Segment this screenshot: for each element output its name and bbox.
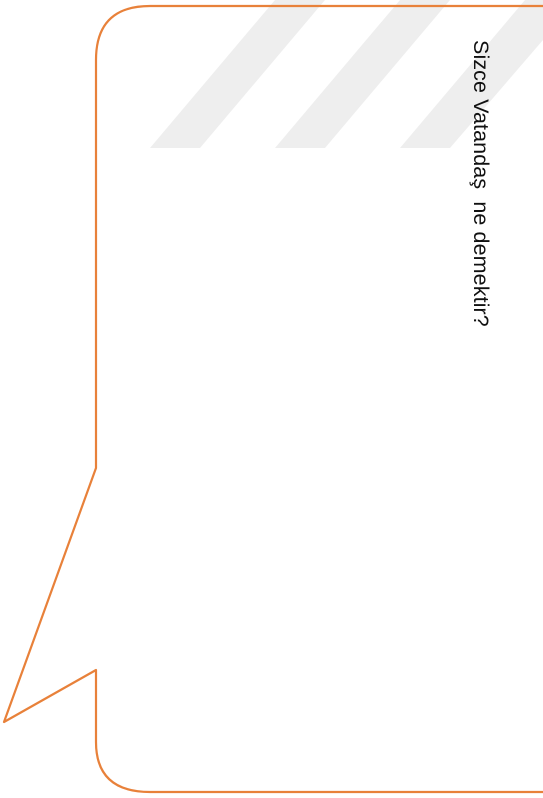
speech-bubble-outline (2, 4, 543, 794)
watermark-stripes (150, 0, 543, 148)
watermark-stripe (275, 0, 450, 148)
watermark-stripe (150, 0, 325, 148)
question-text: Sizce Vatandaş ne demektir? (469, 40, 493, 327)
watermark-stripe (400, 0, 543, 148)
